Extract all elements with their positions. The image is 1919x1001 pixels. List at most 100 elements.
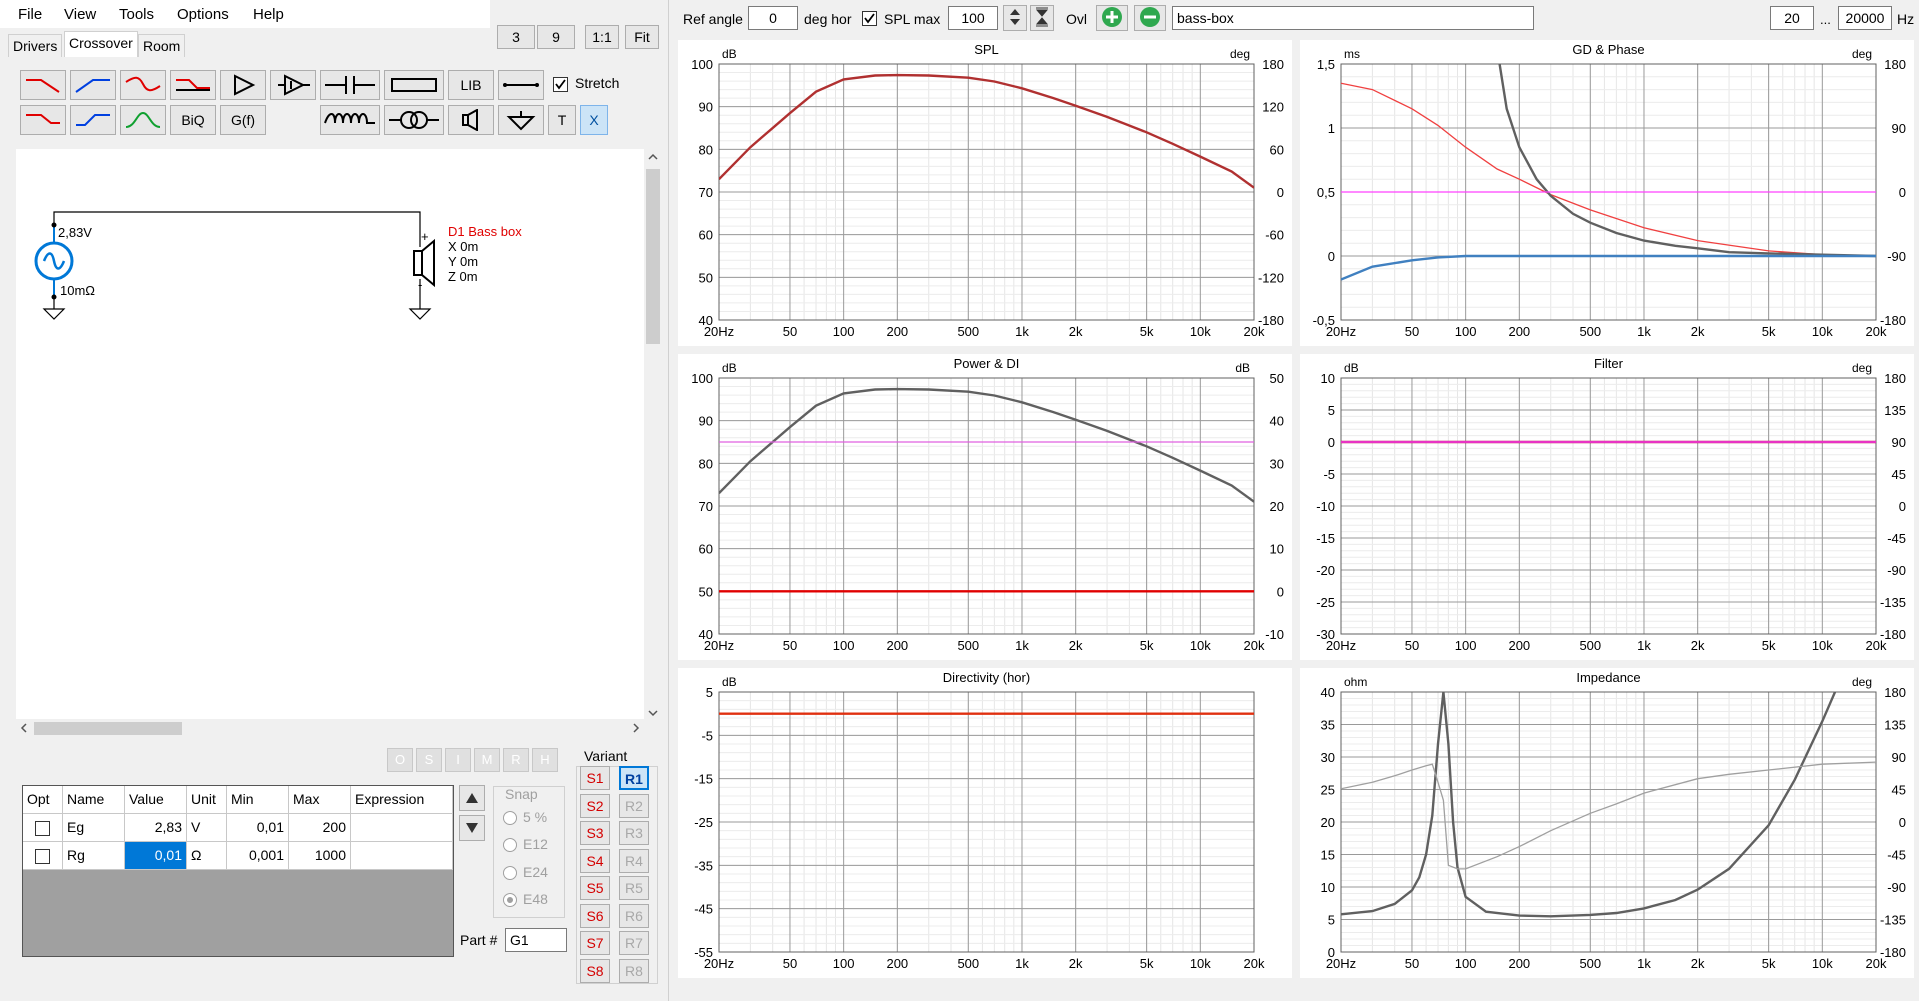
move-up-button[interactable] <box>459 785 485 811</box>
x-tick-label: 5k <box>1140 638 1154 653</box>
voltage-source[interactable] <box>34 211 421 320</box>
tab-drivers[interactable]: Drivers <box>8 34 63 57</box>
variant-r1[interactable]: R1 <box>619 766 649 790</box>
spl-max-checkbox[interactable] <box>862 10 877 27</box>
bandpass-tool[interactable] <box>120 105 166 135</box>
variant-s7[interactable]: S7 <box>580 931 610 955</box>
library-button[interactable]: LIB <box>448 70 494 100</box>
row2-min[interactable]: 0,001 <box>227 842 289 870</box>
schematic-horizontal-scrollbar[interactable] <box>16 719 644 737</box>
allpass-1-tool[interactable] <box>120 70 166 100</box>
menu-options[interactable]: Options <box>177 6 229 23</box>
menu-tools[interactable]: Tools <box>119 6 155 23</box>
highpass-1-tool[interactable] <box>70 70 116 100</box>
power-di-chart[interactable]: Power & DI dB dB 100 90 80 70 60 50 40 50 40 30 20 10 0… <box>678 354 1292 660</box>
variant-s3[interactable]: S3 <box>580 821 610 845</box>
snap-e24[interactable]: E24 <box>503 864 548 881</box>
schematic-canvas[interactable]: 2,83V 10mΩ + - D1 Bass box X 0m Y 0m Z 0… <box>16 149 644 719</box>
lowpass-2-tool[interactable] <box>20 105 66 135</box>
snap-e12[interactable]: E12 <box>503 836 548 853</box>
status-o-button[interactable]: O <box>387 748 413 772</box>
panel-divider[interactable] <box>668 0 669 1001</box>
left-unit-label: dB <box>722 675 737 689</box>
row2-expression[interactable] <box>351 842 453 870</box>
zoom-1to1-button[interactable]: 1:1 <box>585 25 619 49</box>
filter-chart[interactable]: Filter dB deg 10 5 0 -5 -10 -15 -20 -25 -30 180 135 90… <box>1300 354 1914 660</box>
amplifier-tool[interactable] <box>220 70 266 100</box>
gd-phase-chart[interactable]: GD & Phase ms deg 1,5 1 0,5 0 -0,5 180 90 0 -90 -180… <box>1300 40 1914 346</box>
stretch-checkbox[interactable] <box>553 76 568 93</box>
status-r-button[interactable]: R <box>503 748 529 772</box>
variant-s1[interactable]: S1 <box>580 766 610 790</box>
ref-angle-input[interactable]: 0 <box>748 6 798 30</box>
status-m-button[interactable]: M <box>474 748 500 772</box>
variant-s8[interactable]: S8 <box>580 959 610 983</box>
variant-r8[interactable]: R8 <box>619 959 649 983</box>
row2-opt-checkbox[interactable] <box>23 842 63 870</box>
variant-r7[interactable]: R7 <box>619 931 649 955</box>
variant-s6[interactable]: S6 <box>580 904 610 928</box>
wire-tool[interactable] <box>498 70 544 100</box>
variant-s4[interactable]: S4 <box>580 849 610 873</box>
snap-5-percent[interactable]: 5 % <box>503 809 547 826</box>
spl-spin-button[interactable] <box>1003 5 1027 31</box>
tab-room[interactable]: Room <box>138 34 186 57</box>
lowpass-1-tool[interactable] <box>20 70 66 100</box>
row1-expression[interactable] <box>351 814 453 842</box>
status-h-button[interactable]: H <box>532 748 558 772</box>
snap-e48[interactable]: E48 <box>503 891 548 908</box>
buffer-tool[interactable] <box>270 70 316 100</box>
row1-value[interactable]: 2,83 <box>125 814 187 842</box>
freq-min-input[interactable]: 20 <box>1770 6 1814 30</box>
freq-max-input[interactable]: 20000 <box>1838 6 1892 30</box>
spl-chart[interactable]: SPL dB deg 100 90 80 70 60 50 40 180 120 60 0 -60 -120 -… <box>678 40 1292 346</box>
driver-symbol[interactable] <box>408 238 435 320</box>
col-unit: Unit <box>187 786 227 814</box>
zoom-input-a[interactable]: 3 <box>497 25 535 49</box>
row2-value[interactable]: 0,01 <box>125 842 187 870</box>
ground-tool[interactable] <box>498 105 544 135</box>
variant-r6[interactable]: R6 <box>619 904 649 928</box>
impedance-chart[interactable]: Impedance ohm deg 40 35 30 25 20 15 10 5 0 180 135 90 4… <box>1300 668 1914 978</box>
driver-z-label: Z 0m <box>448 269 478 284</box>
design-name-input[interactable]: bass-box <box>1172 6 1534 30</box>
add-overlay-button[interactable] <box>1096 5 1128 31</box>
text-tool-button[interactable]: T <box>548 105 576 135</box>
zoom-input-b[interactable]: 9 <box>537 25 575 49</box>
gf-button[interactable]: G(f) <box>220 105 266 135</box>
row1-min[interactable]: 0,01 <box>227 814 289 842</box>
capacitor-tool[interactable] <box>320 70 380 100</box>
variant-r4[interactable]: R4 <box>619 849 649 873</box>
menu-view[interactable]: View <box>64 6 97 23</box>
driver-tool[interactable] <box>448 105 494 135</box>
variant-r2[interactable]: R2 <box>619 794 649 818</box>
directivity-chart[interactable]: Directivity (hor) dB 5 -5 -15 -25 -35 -45 -55 20H… <box>678 668 1292 978</box>
part-input[interactable]: G1 <box>505 928 567 952</box>
spl-fit-button[interactable] <box>1030 5 1054 31</box>
zoom-fit-button[interactable]: Fit <box>625 25 659 49</box>
x-tick-label: 20Hz <box>1326 324 1356 339</box>
row2-max[interactable]: 1000 <box>289 842 351 870</box>
x-tool-button[interactable]: X <box>580 105 608 135</box>
resistor-tool[interactable] <box>384 70 444 100</box>
variant-r3[interactable]: R3 <box>619 821 649 845</box>
move-down-button[interactable] <box>459 815 485 841</box>
tab-crossover[interactable]: Crossover <box>64 31 138 57</box>
inductor-tool[interactable] <box>320 105 380 135</box>
status-s-button[interactable]: S <box>416 748 442 772</box>
schematic-vertical-scrollbar[interactable] <box>644 149 662 719</box>
row1-max[interactable]: 200 <box>289 814 351 842</box>
variant-s2[interactable]: S2 <box>580 794 610 818</box>
menu-help[interactable]: Help <box>253 6 284 23</box>
remove-overlay-button[interactable] <box>1134 5 1166 31</box>
spl-max-input[interactable]: 100 <box>948 6 998 30</box>
status-i-button[interactable]: I <box>445 748 471 772</box>
variant-r5[interactable]: R5 <box>619 876 649 900</box>
biquad-button[interactable]: BiQ <box>170 105 216 135</box>
highpass-2-tool[interactable] <box>70 105 116 135</box>
shelf-tool[interactable] <box>170 70 216 100</box>
transformer-tool[interactable] <box>384 105 444 135</box>
row1-opt-checkbox[interactable] <box>23 814 63 842</box>
variant-s5[interactable]: S5 <box>580 876 610 900</box>
menu-file[interactable]: File <box>18 6 43 23</box>
